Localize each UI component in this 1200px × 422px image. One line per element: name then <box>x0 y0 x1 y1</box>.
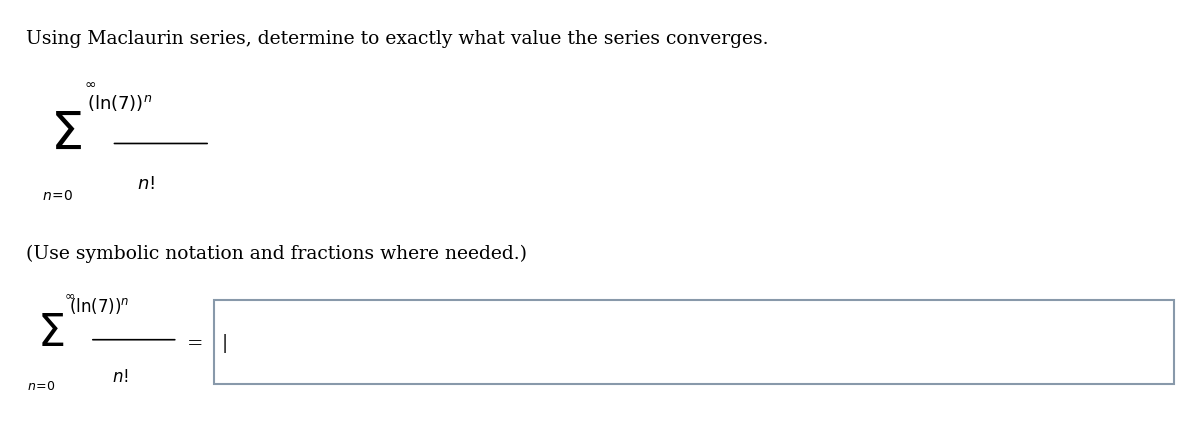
Text: $\infty$: $\infty$ <box>64 289 76 302</box>
Text: $n\!=\!0$: $n\!=\!0$ <box>42 189 73 203</box>
Text: (Use symbolic notation and fractions where needed.): (Use symbolic notation and fractions whe… <box>26 245 528 263</box>
Text: =: = <box>187 335 204 353</box>
Text: $\Sigma$: $\Sigma$ <box>50 110 82 160</box>
Text: |: | <box>222 334 228 354</box>
Text: $\Sigma$: $\Sigma$ <box>37 312 64 355</box>
Text: $n!$: $n!$ <box>112 369 128 386</box>
Text: $(\ln(7))^n$: $(\ln(7))^n$ <box>88 93 152 114</box>
Text: $n\!=\!0$: $n\!=\!0$ <box>26 380 55 392</box>
FancyBboxPatch shape <box>214 300 1174 384</box>
Text: $\infty$: $\infty$ <box>84 77 96 92</box>
Text: $(\ln(7))^n$: $(\ln(7))^n$ <box>70 296 130 316</box>
Text: Using Maclaurin series, determine to exactly what value the series converges.: Using Maclaurin series, determine to exa… <box>26 30 769 48</box>
Text: $n!$: $n!$ <box>138 175 155 192</box>
